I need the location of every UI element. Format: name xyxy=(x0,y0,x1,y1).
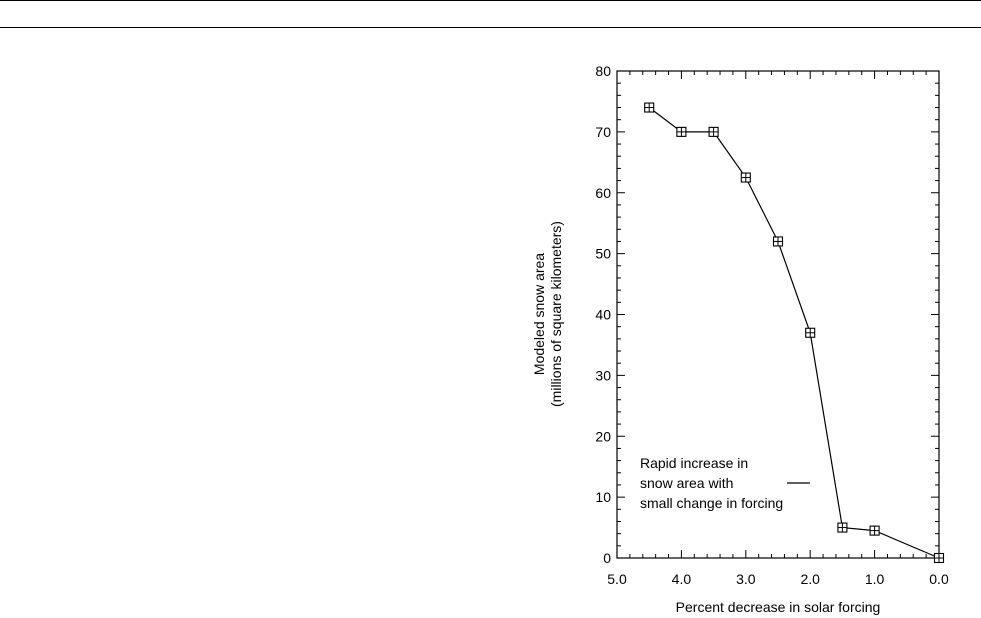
data-point-marker xyxy=(708,126,719,137)
y-tick-label: 60 xyxy=(595,185,611,201)
x-axis-label: Percent decrease in solar forcing xyxy=(676,599,881,615)
y-axis-label-line2: (millions of square kilometers) xyxy=(548,221,564,407)
annotation-line1: Rapid increase in xyxy=(640,455,748,471)
series-layer xyxy=(644,102,945,564)
x-tick-label: 3.0 xyxy=(736,571,756,587)
x-tick-label: 2.0 xyxy=(800,571,820,587)
y-tick-label: 10 xyxy=(595,489,611,505)
y-axis-label-line1: Modeled snow area xyxy=(531,253,547,375)
data-point-marker xyxy=(805,327,816,338)
x-axis: 5.0 4.0 3.0 2.0 1.0 0.0 xyxy=(607,71,949,587)
y-tick-label: 30 xyxy=(595,367,611,383)
top-rule xyxy=(0,0,981,1)
header-divider-rule xyxy=(0,27,981,28)
y-tick-label: 0 xyxy=(603,550,611,566)
y-tick-label: 20 xyxy=(595,428,611,444)
x-tick-label: 5.0 xyxy=(607,571,627,587)
data-point-marker xyxy=(676,126,687,137)
y-tick-label: 70 xyxy=(595,124,611,140)
data-point-marker xyxy=(869,525,880,536)
data-point-marker xyxy=(772,236,784,247)
data-point-marker xyxy=(837,522,848,533)
data-point-marker xyxy=(933,552,945,564)
annotation-line2: snow area with xyxy=(640,475,733,491)
x-tick-label: 0.0 xyxy=(929,571,949,587)
x-tick-label: 1.0 xyxy=(865,571,885,587)
y-tick-label: 40 xyxy=(595,307,611,323)
y-tick-label: 50 xyxy=(595,246,611,262)
data-point-marker xyxy=(644,102,655,113)
data-point-marker xyxy=(740,172,751,183)
x-tick-label: 4.0 xyxy=(672,571,692,587)
y-axis: 0 10 20 30 40 50 60 70 80 xyxy=(595,63,939,566)
annotation: Rapid increase in snow area with small c… xyxy=(640,455,810,511)
y-tick-label: 80 xyxy=(595,63,611,79)
annotation-line3: small change in forcing xyxy=(640,495,783,511)
